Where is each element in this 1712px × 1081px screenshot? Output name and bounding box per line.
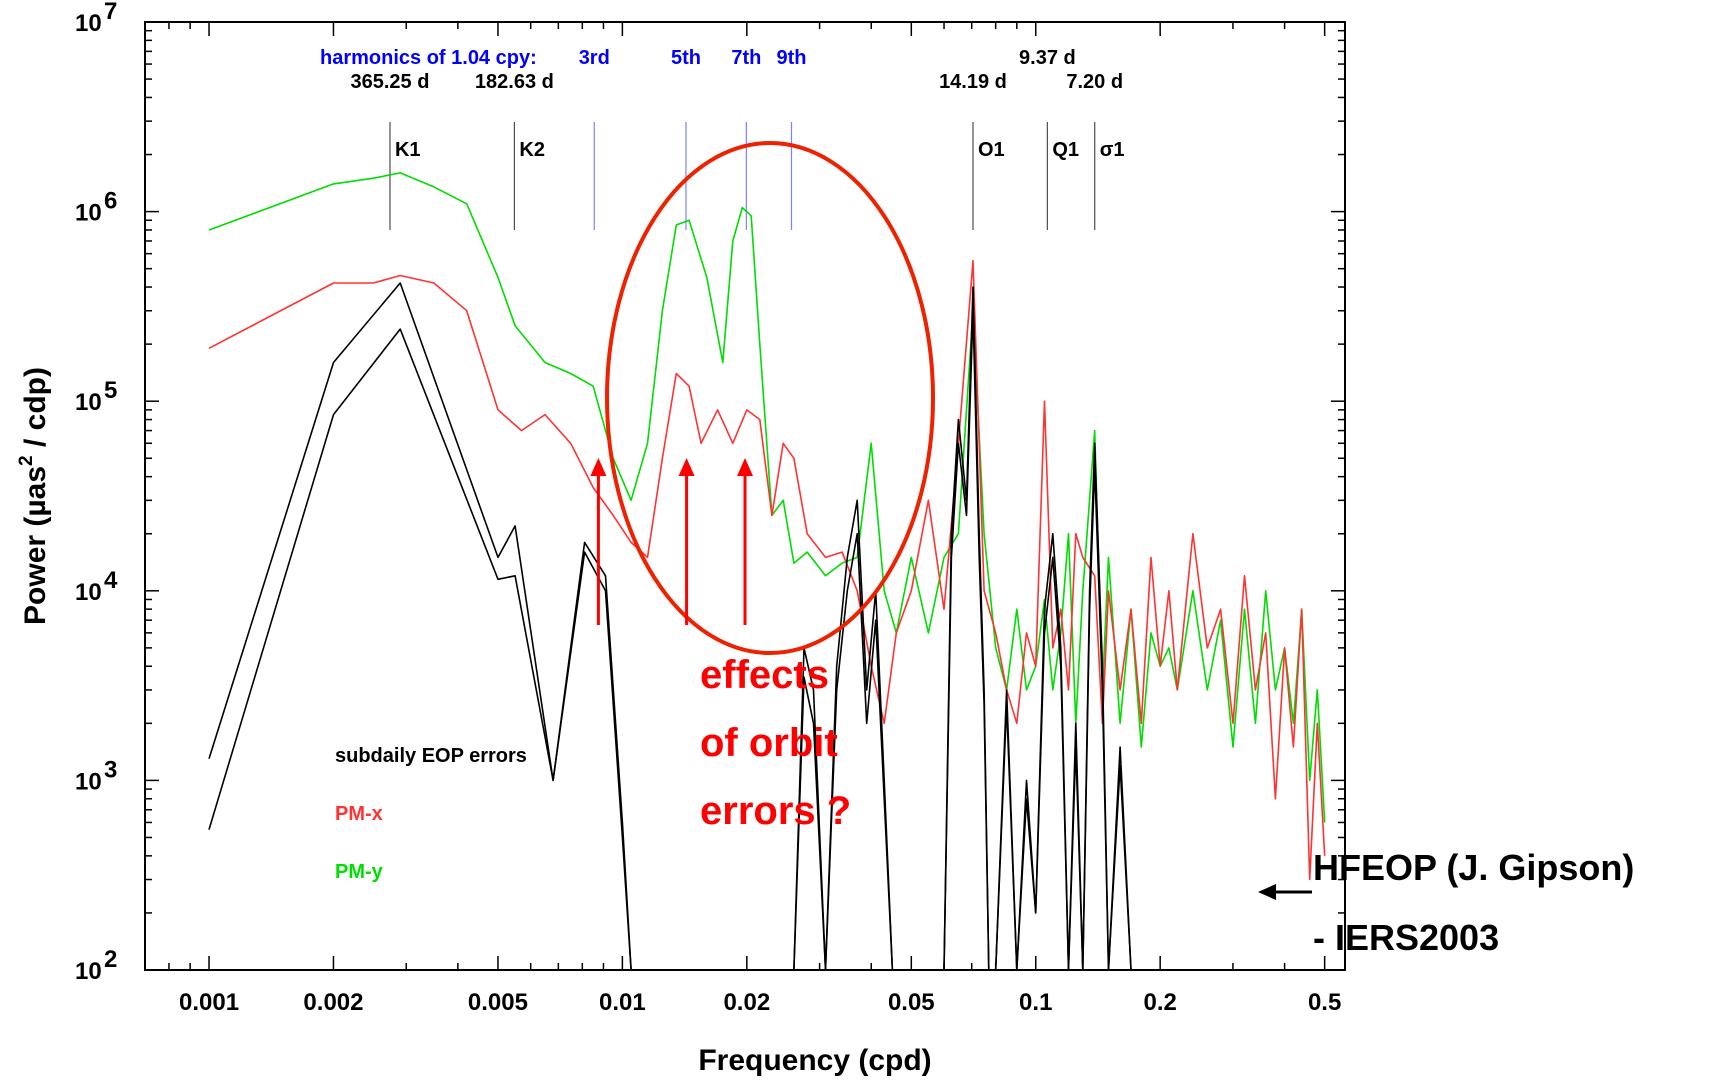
marker-period-label-7: 9.37 d xyxy=(1019,47,1076,69)
tidal-markers: K1 365.25 d K2 182.63 d 3rd 5th 7th 9th O1 14.19 … xyxy=(350,47,1125,230)
y-tick-exponent-2: 4 xyxy=(104,567,118,594)
hfeop-annotation-line-2: - IERS2003 xyxy=(1313,917,1499,958)
x-tick-label-7: 0.2 xyxy=(1143,989,1176,1016)
y-tick-exponent-3: 5 xyxy=(104,377,117,404)
y-tick-label-3: 10 xyxy=(75,389,102,416)
orbit-arrow-head-2 xyxy=(737,458,754,476)
series-line-unnamed-3 xyxy=(208,309,1142,970)
orbit-arrow-head-0 xyxy=(590,458,607,476)
y-tick-label-4: 10 xyxy=(75,200,102,227)
y-axis-title-exponent: 2 xyxy=(16,455,37,466)
y-tick-exponent-5: 7 xyxy=(104,0,117,25)
marker-name-1: K2 xyxy=(519,139,545,161)
orbit-effects-ellipse xyxy=(605,141,935,655)
y-tick-label-0: 10 xyxy=(75,958,102,985)
orbit-arrows xyxy=(590,458,754,625)
marker-period-label-5: 9th xyxy=(776,47,806,69)
marker-name-0: K1 xyxy=(395,139,421,161)
axes: 0.001 0.002 0.005 0.01 0.02 0.05 0.1 0.2 0.510 21… xyxy=(75,0,1345,1016)
x-tick-label-4: 0.02 xyxy=(723,989,770,1016)
marker-period-label-0: 365.25 d xyxy=(350,71,429,93)
legend-label-pmy: PM-y xyxy=(335,861,384,883)
y-tick-exponent-4: 6 xyxy=(104,188,117,215)
series-lines xyxy=(208,172,1326,970)
hfeop-arrow-head xyxy=(1258,884,1276,900)
marker-name-8: σ1 xyxy=(1100,139,1125,161)
harmonics-label: harmonics of 1.04 cpy: xyxy=(320,47,537,69)
y-axis-title-main: Power (µas xyxy=(19,466,52,625)
marker-name-6: O1 xyxy=(978,139,1005,161)
marker-period-label-1: 182.63 d xyxy=(475,71,554,93)
x-axis-title: Frequency (cpd) xyxy=(698,1044,931,1077)
orbit-annotation-line-3: errors ? xyxy=(700,789,851,833)
x-tick-label-2: 0.005 xyxy=(468,989,528,1016)
x-tick-label-5: 0.05 xyxy=(888,989,935,1016)
y-tick-exponent-0: 2 xyxy=(104,946,117,973)
legend-label-subdaily: subdaily EOP errors xyxy=(335,745,527,767)
y-tick-label-5: 10 xyxy=(75,10,102,37)
orbit-annotation-line-1: effects xyxy=(700,653,829,697)
marker-period-label-6: 14.19 d xyxy=(939,71,1007,93)
orbit-annotation: effects of orbit errors ? xyxy=(700,653,851,833)
x-tick-label-3: 0.01 xyxy=(599,989,646,1016)
hfeop-annotation-line-1: HFEOP (J. Gipson) xyxy=(1313,847,1634,888)
x-tick-label-1: 0.002 xyxy=(303,989,363,1016)
series-line-pm-x xyxy=(208,259,1326,881)
series-line-pm-y xyxy=(208,172,1326,823)
marker-period-label-2: 3rd xyxy=(579,47,610,69)
y-tick-exponent-1: 3 xyxy=(104,756,117,783)
y-tick-label-1: 10 xyxy=(75,768,102,795)
marker-period-label-8: 7.20 d xyxy=(1066,71,1123,93)
x-tick-label-8: 0.5 xyxy=(1308,989,1341,1016)
y-axis-title-unit: / cdp) xyxy=(19,367,52,455)
orbit-annotation-line-2: of orbit xyxy=(700,721,838,765)
legend: subdaily EOP errors PM-x PM-y xyxy=(335,745,527,883)
marker-period-label-3: 5th xyxy=(671,47,701,69)
x-tick-label-6: 0.1 xyxy=(1019,989,1052,1016)
y-tick-label-2: 10 xyxy=(75,579,102,606)
y-axis-title: Power (µas2 / cdp) xyxy=(16,367,52,625)
marker-name-7: Q1 xyxy=(1052,139,1079,161)
marker-period-label-4: 7th xyxy=(731,47,761,69)
x-tick-label-0: 0.001 xyxy=(179,989,239,1016)
hfeop-annotation: HFEOP (J. Gipson) - IERS2003 xyxy=(1258,847,1634,958)
orbit-arrow-head-1 xyxy=(678,458,695,476)
legend-label-pmx: PM-x xyxy=(335,803,383,825)
